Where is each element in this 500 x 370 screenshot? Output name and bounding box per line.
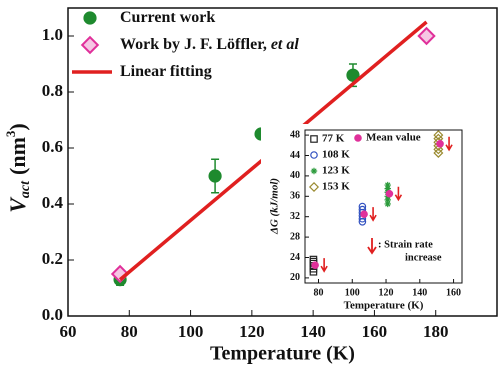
y-tick-label: 36 bbox=[290, 191, 300, 202]
y-tick-label: 28 bbox=[290, 231, 300, 242]
y-tick-label: 0.4 bbox=[42, 193, 64, 212]
point bbox=[384, 181, 391, 189]
point bbox=[208, 169, 222, 183]
legend-text: Linear fitting bbox=[120, 63, 212, 80]
y-tick-label: 32 bbox=[290, 211, 300, 222]
x-tick-label: 180 bbox=[423, 322, 449, 341]
x-tick-label: 80 bbox=[314, 287, 324, 298]
x-axis-label: Temperature (K) bbox=[344, 300, 424, 312]
y-tick-label: 0.0 bbox=[42, 305, 63, 324]
x-tick-label: 60 bbox=[60, 322, 77, 341]
legend-label: Current work bbox=[120, 9, 215, 26]
plot-frame bbox=[304, 129, 463, 284]
y-tick-label: 0.6 bbox=[42, 137, 63, 156]
x-tick-label: 120 bbox=[239, 322, 265, 341]
y-label-superscript: 3 bbox=[3, 130, 18, 137]
rate-arrow bbox=[445, 136, 453, 152]
legend-label: Work by J. F. Löffler, et al bbox=[120, 36, 299, 53]
y-label-subscript: act bbox=[18, 180, 33, 198]
x-tick-label: 160 bbox=[362, 322, 388, 341]
legend-label: 153 K bbox=[322, 181, 350, 193]
legend-text: Current work bbox=[120, 9, 215, 26]
point bbox=[384, 196, 391, 204]
point bbox=[385, 189, 394, 198]
point bbox=[436, 139, 444, 148]
point bbox=[384, 185, 391, 192]
x-tick-label: 160 bbox=[446, 287, 461, 298]
annotation-arrow bbox=[367, 238, 377, 255]
rate-arrow bbox=[320, 258, 328, 273]
y-tick-label: 24 bbox=[290, 252, 300, 263]
y-label-symbol: V bbox=[5, 196, 30, 213]
y-tick-label: 1.0 bbox=[42, 25, 63, 44]
point bbox=[354, 134, 362, 142]
plot-frame bbox=[67, 7, 498, 317]
point bbox=[110, 264, 130, 284]
point bbox=[346, 68, 360, 82]
rate-arrow bbox=[369, 207, 377, 222]
y-tick-label: 0.2 bbox=[42, 249, 63, 268]
point bbox=[384, 200, 391, 208]
x-axis-label: Temperature (K) bbox=[210, 343, 355, 365]
x-tick-label: 140 bbox=[412, 287, 427, 298]
point bbox=[433, 130, 444, 141]
inset-background bbox=[261, 124, 478, 307]
point bbox=[417, 26, 436, 46]
point bbox=[311, 261, 319, 269]
y-tick-label: 40 bbox=[290, 170, 300, 181]
point bbox=[310, 151, 318, 159]
legend-text-italic: et al bbox=[271, 36, 300, 53]
point bbox=[310, 167, 318, 175]
y-label-unit: (nm bbox=[5, 137, 30, 175]
y-tick-label: 0.8 bbox=[42, 81, 63, 100]
point bbox=[360, 210, 368, 218]
y-label-close: ) bbox=[5, 123, 30, 130]
point bbox=[310, 135, 318, 143]
legend-label: 123 K bbox=[322, 165, 350, 177]
rate-arrow bbox=[394, 186, 403, 202]
y-axis-label: ΔG (kJ/mol) bbox=[269, 178, 281, 235]
legend-label: Linear fitting bbox=[120, 63, 212, 80]
point bbox=[83, 11, 97, 25]
x-tick-label: 120 bbox=[379, 287, 394, 298]
point bbox=[358, 202, 367, 211]
x-tick-label: 100 bbox=[345, 287, 360, 298]
legend-text: Work by J. F. Löffler, bbox=[120, 36, 271, 53]
y-axis-label: Vact (nm3) bbox=[3, 123, 33, 213]
annotation: increase bbox=[405, 252, 442, 263]
y-tick-label: 20 bbox=[290, 272, 300, 283]
y-tick-label: 44 bbox=[290, 150, 300, 161]
legend-label: 108 K bbox=[322, 149, 350, 161]
point bbox=[80, 35, 100, 55]
x-tick-label: 140 bbox=[300, 322, 326, 341]
y-tick-label: 48 bbox=[290, 129, 300, 140]
point bbox=[308, 181, 320, 193]
legend-label: 77 K bbox=[322, 133, 345, 145]
x-tick-label: 100 bbox=[178, 322, 204, 341]
legend-label: Mean value bbox=[366, 132, 421, 144]
x-tick-label: 80 bbox=[121, 322, 138, 341]
annotation: : Strain rate bbox=[378, 239, 433, 250]
